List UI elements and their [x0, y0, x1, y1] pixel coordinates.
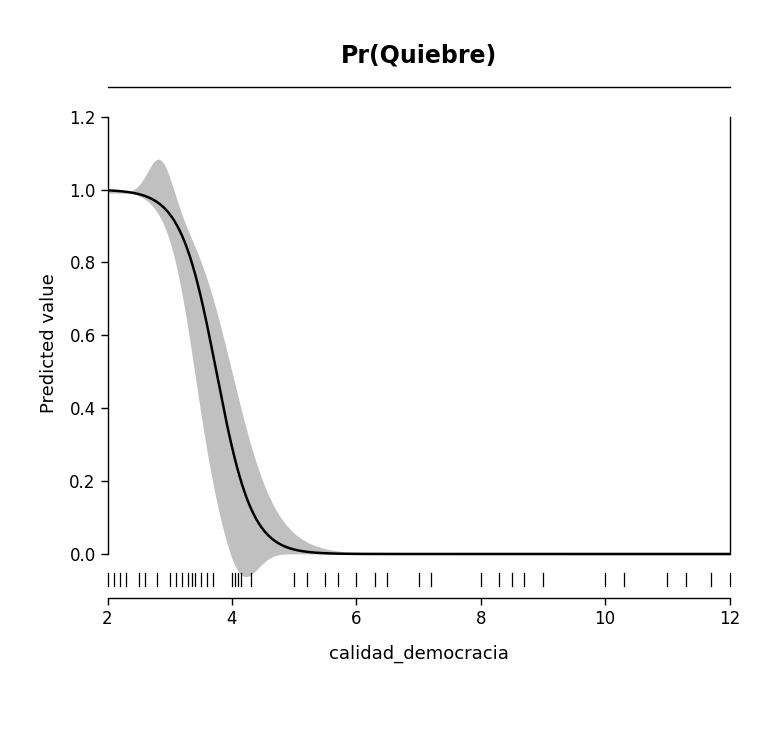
- X-axis label: calidad_democracia: calidad_democracia: [329, 644, 508, 663]
- Y-axis label: Predicted value: Predicted value: [40, 273, 58, 413]
- Title: Pr(Quiebre): Pr(Quiebre): [340, 44, 497, 68]
